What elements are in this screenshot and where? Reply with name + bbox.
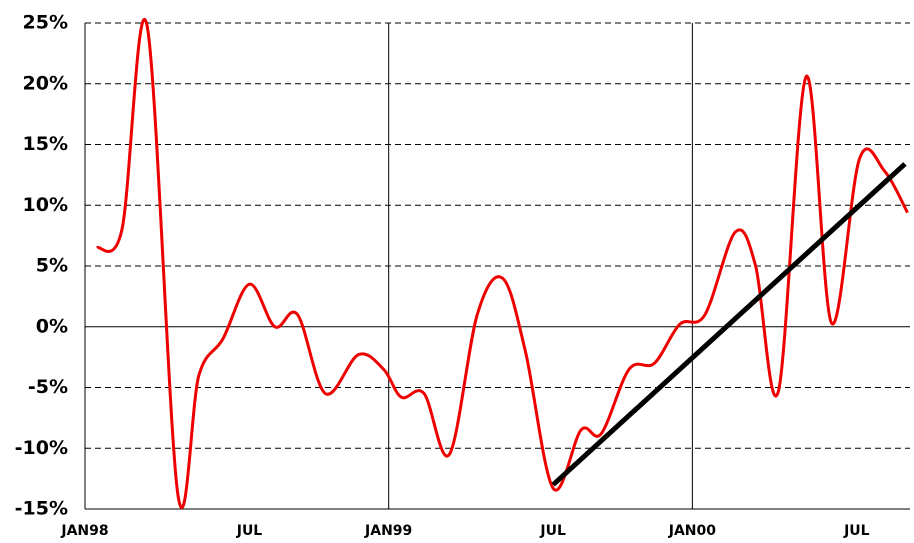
x-tick-label: JUL	[843, 523, 870, 539]
y-tick-label: 0%	[36, 315, 68, 337]
y-tick-label: 25%	[23, 12, 68, 34]
trend-line	[551, 162, 907, 487]
line-series	[96, 18, 909, 509]
y-tick-label: 5%	[36, 255, 68, 277]
x-tick-label: JAN98	[60, 523, 108, 539]
y-tick-label: 10%	[23, 194, 68, 216]
x-tick-label: JUL	[236, 523, 263, 539]
y-tick-label: -10%	[15, 437, 68, 459]
y-tick-label: 20%	[23, 72, 68, 94]
y-tick-label: -15%	[15, 498, 68, 520]
y-tick-label: 15%	[23, 133, 68, 155]
y-tick-label: -5%	[28, 376, 68, 398]
x-tick-label: JAN00	[668, 523, 717, 539]
x-tick-label: JUL	[539, 523, 566, 539]
x-tick-label: JAN99	[364, 523, 412, 539]
